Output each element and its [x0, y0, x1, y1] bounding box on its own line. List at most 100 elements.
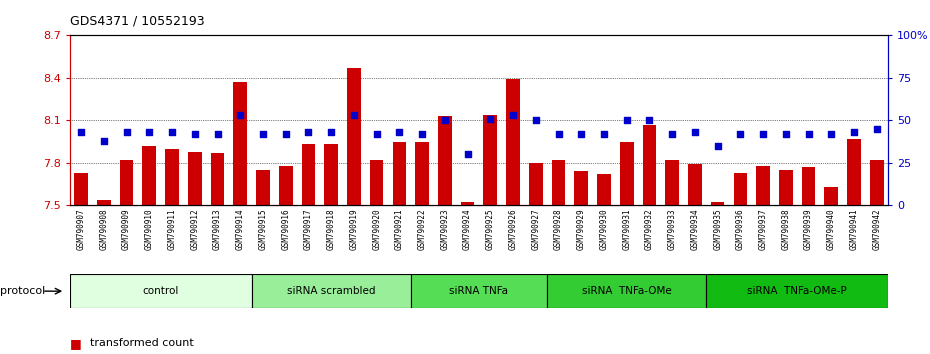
Point	[232, 113, 247, 118]
Bar	[279, 166, 293, 205]
Text: GSM790940: GSM790940	[827, 209, 836, 250]
Bar	[688, 164, 702, 205]
Bar	[551, 160, 565, 205]
Text: GSM790938: GSM790938	[781, 209, 790, 250]
Text: GSM790913: GSM790913	[213, 209, 222, 250]
Text: GSM790941: GSM790941	[849, 209, 858, 250]
Bar	[620, 142, 633, 205]
Point	[437, 118, 452, 123]
Bar	[711, 202, 724, 205]
Text: GSM790910: GSM790910	[145, 209, 153, 250]
Point	[596, 131, 611, 137]
Point	[846, 130, 861, 135]
Point	[119, 130, 134, 135]
Bar	[779, 170, 792, 205]
Bar	[188, 152, 202, 205]
Text: GSM790927: GSM790927	[531, 209, 540, 250]
Bar	[597, 174, 611, 205]
Text: GSM790932: GSM790932	[644, 209, 654, 250]
Point	[97, 138, 112, 144]
Point	[665, 131, 680, 137]
Text: GSM790916: GSM790916	[281, 209, 290, 250]
Point	[347, 113, 362, 118]
Text: GSM790907: GSM790907	[76, 209, 86, 250]
Text: siRNA scrambled: siRNA scrambled	[287, 286, 376, 296]
Text: GSM790914: GSM790914	[235, 209, 245, 250]
Point	[870, 126, 884, 132]
Text: GSM790931: GSM790931	[622, 209, 631, 250]
Bar	[347, 68, 361, 205]
Bar	[643, 125, 657, 205]
Bar	[802, 167, 816, 205]
Text: GSM790936: GSM790936	[736, 209, 745, 250]
FancyBboxPatch shape	[70, 274, 252, 308]
Point	[142, 130, 157, 135]
Bar	[233, 82, 247, 205]
Bar	[370, 160, 383, 205]
Bar	[392, 142, 406, 205]
Text: siRNA  TNFa-OMe-P: siRNA TNFa-OMe-P	[748, 286, 847, 296]
Point	[733, 131, 748, 137]
Text: GSM790919: GSM790919	[350, 209, 358, 250]
Point	[369, 131, 384, 137]
Text: GSM790915: GSM790915	[259, 209, 268, 250]
Bar	[506, 79, 520, 205]
Point	[619, 118, 634, 123]
Text: GSM790917: GSM790917	[304, 209, 313, 250]
Bar	[665, 160, 679, 205]
Point	[460, 152, 475, 157]
Text: GSM790929: GSM790929	[577, 209, 586, 250]
Point	[824, 131, 839, 137]
Text: GSM790912: GSM790912	[191, 209, 199, 250]
Text: GSM790909: GSM790909	[122, 209, 131, 250]
Text: GSM790911: GSM790911	[167, 209, 177, 250]
Text: GSM790908: GSM790908	[100, 209, 109, 250]
Text: siRNA TNFa: siRNA TNFa	[449, 286, 509, 296]
Bar	[97, 200, 111, 205]
Text: GSM790926: GSM790926	[509, 209, 518, 250]
Bar	[301, 144, 315, 205]
Point	[687, 130, 702, 135]
Bar	[575, 171, 588, 205]
Text: GSM790935: GSM790935	[713, 209, 723, 250]
Text: GSM790942: GSM790942	[872, 209, 882, 250]
Bar	[211, 153, 224, 205]
Text: GSM790939: GSM790939	[804, 209, 813, 250]
Point	[278, 131, 293, 137]
FancyBboxPatch shape	[706, 274, 888, 308]
Point	[210, 131, 225, 137]
Point	[528, 118, 543, 123]
Bar	[825, 187, 838, 205]
Point	[392, 130, 406, 135]
Bar	[74, 173, 88, 205]
Point	[711, 143, 725, 149]
Point	[324, 130, 339, 135]
Bar	[142, 146, 156, 205]
Point	[415, 131, 430, 137]
Bar	[529, 163, 542, 205]
Point	[642, 118, 657, 123]
Bar	[484, 115, 498, 205]
Text: transformed count: transformed count	[90, 338, 194, 348]
Bar	[256, 170, 270, 205]
Text: control: control	[142, 286, 179, 296]
Point	[165, 130, 179, 135]
Text: siRNA  TNFa-OMe: siRNA TNFa-OMe	[582, 286, 671, 296]
FancyBboxPatch shape	[547, 274, 706, 308]
Bar	[756, 166, 770, 205]
Text: GSM790923: GSM790923	[440, 209, 449, 250]
Bar	[870, 160, 884, 205]
Text: protocol: protocol	[0, 286, 46, 296]
Bar	[847, 139, 861, 205]
Text: GSM790918: GSM790918	[326, 209, 336, 250]
FancyBboxPatch shape	[411, 274, 547, 308]
Text: ■: ■	[70, 337, 82, 350]
Point	[73, 130, 88, 135]
Point	[301, 130, 316, 135]
Text: GSM790924: GSM790924	[463, 209, 472, 250]
Bar	[416, 142, 429, 205]
Point	[756, 131, 771, 137]
Text: GSM790930: GSM790930	[600, 209, 608, 250]
Bar	[325, 144, 338, 205]
Point	[551, 131, 566, 137]
